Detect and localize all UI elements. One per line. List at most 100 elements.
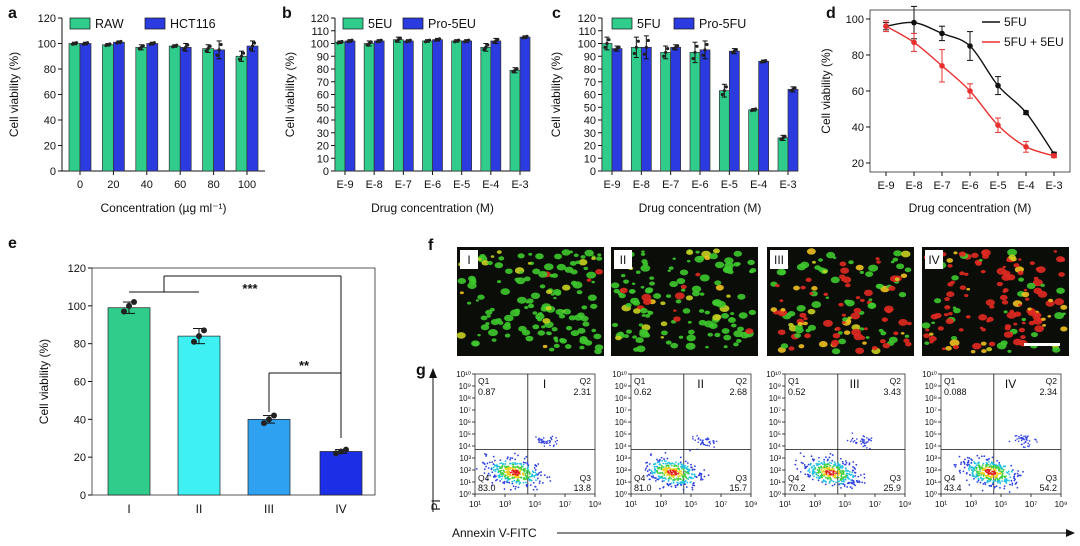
event-dot — [963, 466, 966, 469]
event-dot — [656, 478, 659, 481]
event-dot — [1001, 473, 1004, 476]
event-dot — [669, 482, 672, 485]
event-dot — [967, 461, 970, 464]
event-dot — [483, 472, 486, 475]
event-dot — [863, 439, 866, 441]
event-dot — [978, 465, 981, 468]
cell — [879, 339, 886, 344]
x-tick-label: E-8 — [905, 180, 922, 192]
bar-Pro-5FU-E-6 — [699, 49, 711, 172]
event-dot — [502, 463, 505, 465]
event-dot — [986, 459, 989, 462]
data-point — [482, 48, 486, 52]
x-tick-label: 10⁷ — [559, 499, 572, 509]
event-dot — [506, 473, 509, 476]
event-dot — [660, 467, 663, 470]
cell — [937, 326, 944, 331]
event-dot — [502, 481, 504, 484]
event-dot — [662, 486, 665, 489]
micrograph-I: I — [456, 247, 604, 356]
cell — [904, 334, 910, 338]
event-dot — [508, 468, 511, 471]
event-dot — [524, 468, 527, 470]
data-point — [369, 40, 373, 44]
cell — [882, 342, 891, 349]
data-point — [525, 34, 529, 38]
event-dot — [664, 471, 666, 473]
event-dot — [481, 461, 484, 464]
cell — [832, 333, 841, 339]
event-dot — [998, 477, 1001, 480]
cell — [579, 336, 588, 342]
y-tick-label: 20 — [584, 141, 596, 153]
cell — [893, 331, 899, 336]
y-tick-label: 10³ — [769, 454, 781, 463]
x-tick-label: IV — [335, 502, 346, 516]
bar-IV — [319, 451, 363, 496]
event-dot — [825, 472, 828, 475]
event-dot — [853, 466, 856, 469]
event-dot — [545, 442, 548, 445]
event-dot — [661, 480, 664, 483]
event-dot — [811, 466, 814, 469]
cell — [715, 284, 724, 291]
data-point-5FU + 5EU — [939, 63, 945, 69]
event-dot — [1028, 440, 1031, 442]
event-dot — [667, 484, 670, 487]
event-dot — [533, 467, 536, 469]
data-point — [722, 89, 726, 93]
event-dot — [692, 484, 694, 487]
quadrant-value-q1: 0.52 — [788, 387, 806, 397]
image-label: III — [774, 253, 784, 267]
event-dot — [851, 487, 854, 490]
cell — [745, 328, 754, 335]
event-dot — [834, 462, 837, 465]
event-dot — [661, 475, 664, 478]
event-dot — [968, 457, 971, 460]
cell — [797, 321, 804, 326]
cell — [669, 281, 678, 288]
event-dot — [525, 471, 528, 474]
event-dot — [661, 465, 663, 468]
bar-Pro-5FU-E-3 — [787, 89, 799, 172]
event-dot — [979, 471, 982, 474]
event-dot — [975, 474, 978, 477]
quadrant-value-q4: 83.0 — [478, 483, 496, 493]
cell — [1026, 282, 1036, 290]
event-dot — [538, 471, 541, 474]
cell — [699, 292, 705, 296]
data-point — [379, 38, 383, 42]
event-dot — [672, 475, 675, 477]
event-dot — [968, 484, 971, 486]
cell — [934, 298, 942, 304]
event-dot — [959, 471, 962, 474]
x-tick-label: E-9 — [603, 179, 620, 191]
x-tick-label: 10¹ — [469, 499, 481, 509]
y-tick-label: 10⁸ — [925, 394, 937, 403]
event-dot — [520, 462, 522, 465]
bar-Pro-5EU-E-3 — [519, 36, 531, 172]
event-dot — [823, 466, 826, 468]
event-dot — [528, 472, 531, 474]
cell — [965, 315, 971, 319]
cell — [695, 272, 701, 277]
quadrant-label: Q2 — [736, 376, 748, 386]
event-dot — [1018, 435, 1020, 438]
event-dot — [661, 477, 664, 480]
cell — [1001, 300, 1009, 305]
event-dot — [1008, 473, 1011, 476]
data-point — [457, 38, 461, 42]
event-dot — [974, 466, 977, 468]
cell — [679, 269, 689, 276]
event-dot — [820, 474, 822, 477]
event-dot — [998, 468, 1001, 471]
event-dot — [523, 457, 526, 460]
data-point — [248, 47, 253, 51]
event-dot — [806, 465, 809, 468]
cell — [472, 341, 479, 347]
event-dot — [818, 467, 821, 470]
event-dot — [499, 462, 501, 465]
cell — [716, 300, 726, 308]
event-dot — [670, 485, 673, 488]
